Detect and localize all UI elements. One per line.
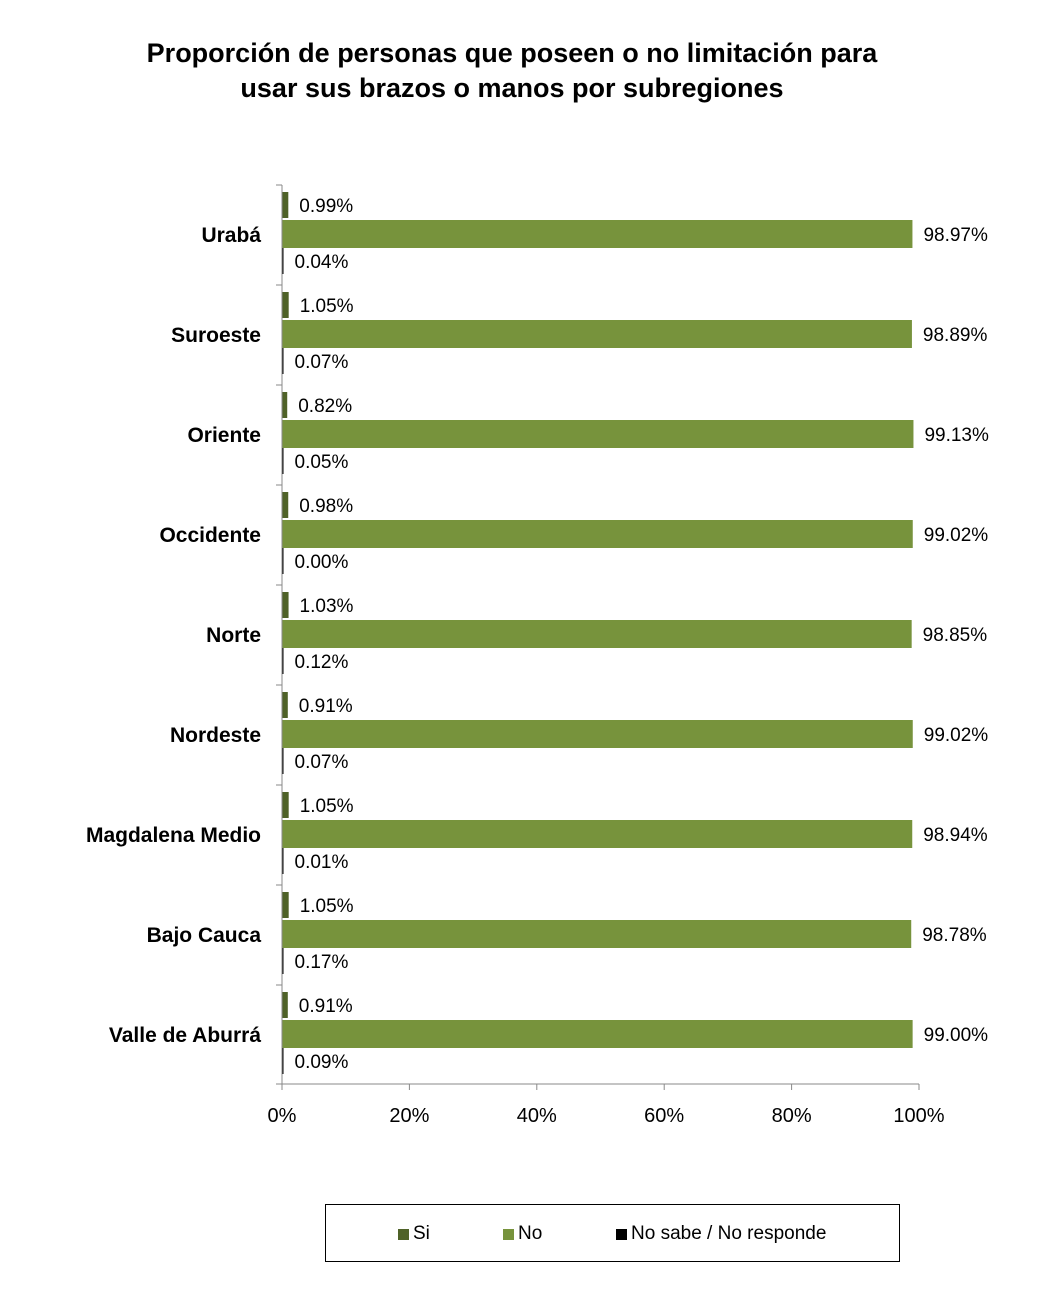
bar-no-uraba <box>282 220 913 248</box>
category-label-nordeste: Nordeste <box>170 724 261 747</box>
legend-label-si: Si <box>413 1223 430 1244</box>
data-label-no-sabe-no-responde-norte: 0.12% <box>295 652 349 673</box>
bar-no-sabe-no-responde-bajo-cauca <box>282 948 284 974</box>
bar-no-sabe-no-responde-suroeste <box>282 348 284 374</box>
bar-si-suroeste <box>282 292 289 318</box>
bar-no-valle-de-aburra <box>282 1020 913 1048</box>
data-label-si-valle-de-aburra: 0.91% <box>299 996 353 1017</box>
data-label-no-valle-de-aburra: 99.00% <box>924 1025 989 1046</box>
data-label-si-oriente: 0.82% <box>298 396 352 417</box>
bar-si-valle-de-aburra <box>282 992 288 1018</box>
x-tick-label-0: 0% <box>268 1105 297 1127</box>
bar-no-sabe-no-responde-occidente <box>282 548 284 574</box>
bar-si-nordeste <box>282 692 288 718</box>
bar-no-sabe-no-responde-nordeste <box>282 748 284 774</box>
x-tick-label-60: 60% <box>644 1105 684 1127</box>
data-label-no-sabe-no-responde-occidente: 0.00% <box>295 552 349 573</box>
bar-no-occidente <box>282 520 913 548</box>
bar-no-bajo-cauca <box>282 920 912 948</box>
bar-no-sabe-no-responde-valle-de-aburra <box>282 1048 284 1074</box>
data-label-no-bajo-cauca: 98.78% <box>922 925 987 946</box>
bar-si-bajo-cauca <box>282 892 289 918</box>
bar-no-sabe-no-responde-magdalena-medio <box>282 848 284 874</box>
bar-si-norte <box>282 592 289 618</box>
data-label-no-oriente: 99.13% <box>924 425 989 446</box>
data-label-no-occidente: 99.02% <box>924 525 989 546</box>
category-label-norte: Norte <box>206 624 261 647</box>
data-label-no-sabe-no-responde-bajo-cauca: 0.17% <box>295 952 349 973</box>
data-label-si-norte: 1.03% <box>300 596 354 617</box>
bar-no-nordeste <box>282 720 913 748</box>
chart-title-line-1: Proporción de personas que poseen o no l… <box>146 38 878 68</box>
data-label-no-uraba: 98.97% <box>923 225 988 246</box>
data-label-no-sabe-no-responde-oriente: 0.05% <box>295 452 349 473</box>
bar-chart: Urabá 0.99% 98.97% 0.04% Suroeste 1.05% 98.89%… <box>86 184 989 1127</box>
bar-si-oriente <box>282 392 288 418</box>
legend-item-no-sabe: No sabe / No responde <box>616 1223 826 1245</box>
data-label-no-norte: 98.85% <box>923 625 988 646</box>
category-label-magdalena-medio: Magdalena Medio <box>86 824 261 847</box>
bar-si-uraba <box>282 192 289 218</box>
legend-item-no: No <box>503 1223 542 1245</box>
bar-no-magdalena-medio <box>282 820 913 848</box>
bar-si-occidente <box>282 492 289 518</box>
x-tick-label-80: 80% <box>772 1105 812 1127</box>
category-label-valle-de-aburra: Valle de Aburrá <box>109 1024 261 1047</box>
data-label-no-sabe-no-responde-uraba: 0.04% <box>295 252 349 273</box>
legend-label-no-sabe: No sabe / No responde <box>631 1223 827 1244</box>
legend: Si No No sabe / No responde <box>325 1204 900 1262</box>
x-tick-label-100: 100% <box>893 1105 944 1127</box>
bar-no-sabe-no-responde-norte <box>282 648 284 674</box>
data-label-no-suroeste: 98.89% <box>923 325 988 346</box>
bar-no-sabe-no-responde-uraba <box>282 248 284 274</box>
bar-no-oriente <box>282 420 914 448</box>
legend-label-no: No <box>518 1223 543 1244</box>
data-label-si-bajo-cauca: 1.05% <box>300 896 354 917</box>
category-label-oriente: Oriente <box>187 424 261 447</box>
data-label-si-occidente: 0.98% <box>299 496 353 517</box>
category-label-suroeste: Suroeste <box>171 324 261 347</box>
data-label-no-sabe-no-responde-suroeste: 0.07% <box>295 352 349 373</box>
bar-si-magdalena-medio <box>282 792 289 818</box>
legend-item-si: Si <box>398 1223 430 1245</box>
bar-no-norte <box>282 620 912 648</box>
legend-swatch-no <box>503 1228 514 1240</box>
category-label-occidente: Occidente <box>159 524 261 547</box>
bar-no-sabe-no-responde-oriente <box>282 448 284 474</box>
chart-title: Proporción de personas que poseen o no l… <box>0 36 1024 106</box>
data-label-no-magdalena-medio: 98.94% <box>923 825 988 846</box>
category-label-uraba: Urabá <box>201 224 261 247</box>
data-label-no-sabe-no-responde-nordeste: 0.07% <box>295 752 349 773</box>
data-label-si-magdalena-medio: 1.05% <box>300 796 354 817</box>
data-label-no-sabe-no-responde-magdalena-medio: 0.01% <box>295 852 349 873</box>
data-label-no-nordeste: 99.02% <box>924 725 989 746</box>
data-label-si-suroeste: 1.05% <box>300 296 354 317</box>
data-label-no-sabe-no-responde-valle-de-aburra: 0.09% <box>295 1052 349 1073</box>
chart-title-line-2: usar sus brazos o manos por subregiones <box>240 73 784 103</box>
bar-no-suroeste <box>282 320 912 348</box>
data-label-si-nordeste: 0.91% <box>299 696 353 717</box>
x-tick-label-40: 40% <box>517 1105 557 1127</box>
legend-swatch-si <box>398 1228 409 1240</box>
data-label-si-uraba: 0.99% <box>299 196 353 217</box>
category-label-bajo-cauca: Bajo Cauca <box>147 924 262 947</box>
legend-swatch-no-sabe <box>616 1228 627 1240</box>
x-tick-label-20: 20% <box>389 1105 429 1127</box>
